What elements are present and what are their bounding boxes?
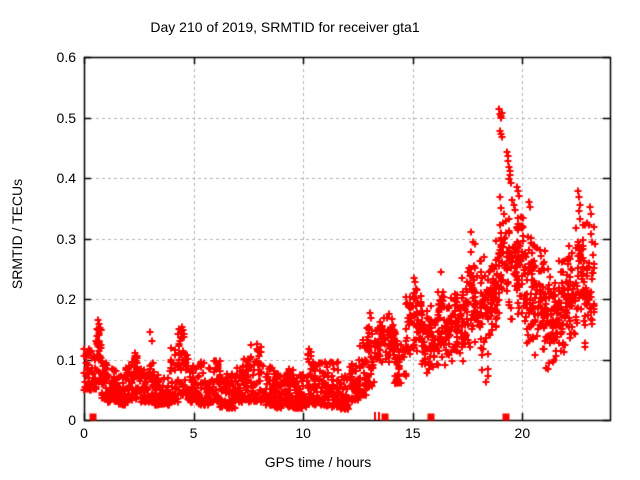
y-tick-label: 0.1 [56, 351, 76, 368]
y-tick-label: 0.5 [56, 109, 76, 126]
x-axis-label: GPS time / hours [264, 454, 372, 470]
chart-title: Day 210 of 2019, SRMTID for receiver gta… [150, 19, 420, 35]
x-tick-label: 5 [189, 425, 198, 441]
y-tick-label: 0 [68, 412, 76, 428]
x-tick-label: 0 [80, 425, 88, 441]
x-tick-label: 10 [295, 425, 311, 441]
y-tick-label: 0.4 [56, 170, 76, 186]
y-tick-label: 0.2 [56, 291, 76, 307]
y-tick-label: 0.3 [56, 230, 76, 247]
y-axis-label: SRMTID / TECUs [9, 178, 25, 290]
x-tick-label: 20 [514, 425, 531, 441]
y-tick-label: 0.6 [56, 49, 76, 65]
x-tick-label: 15 [404, 425, 421, 441]
